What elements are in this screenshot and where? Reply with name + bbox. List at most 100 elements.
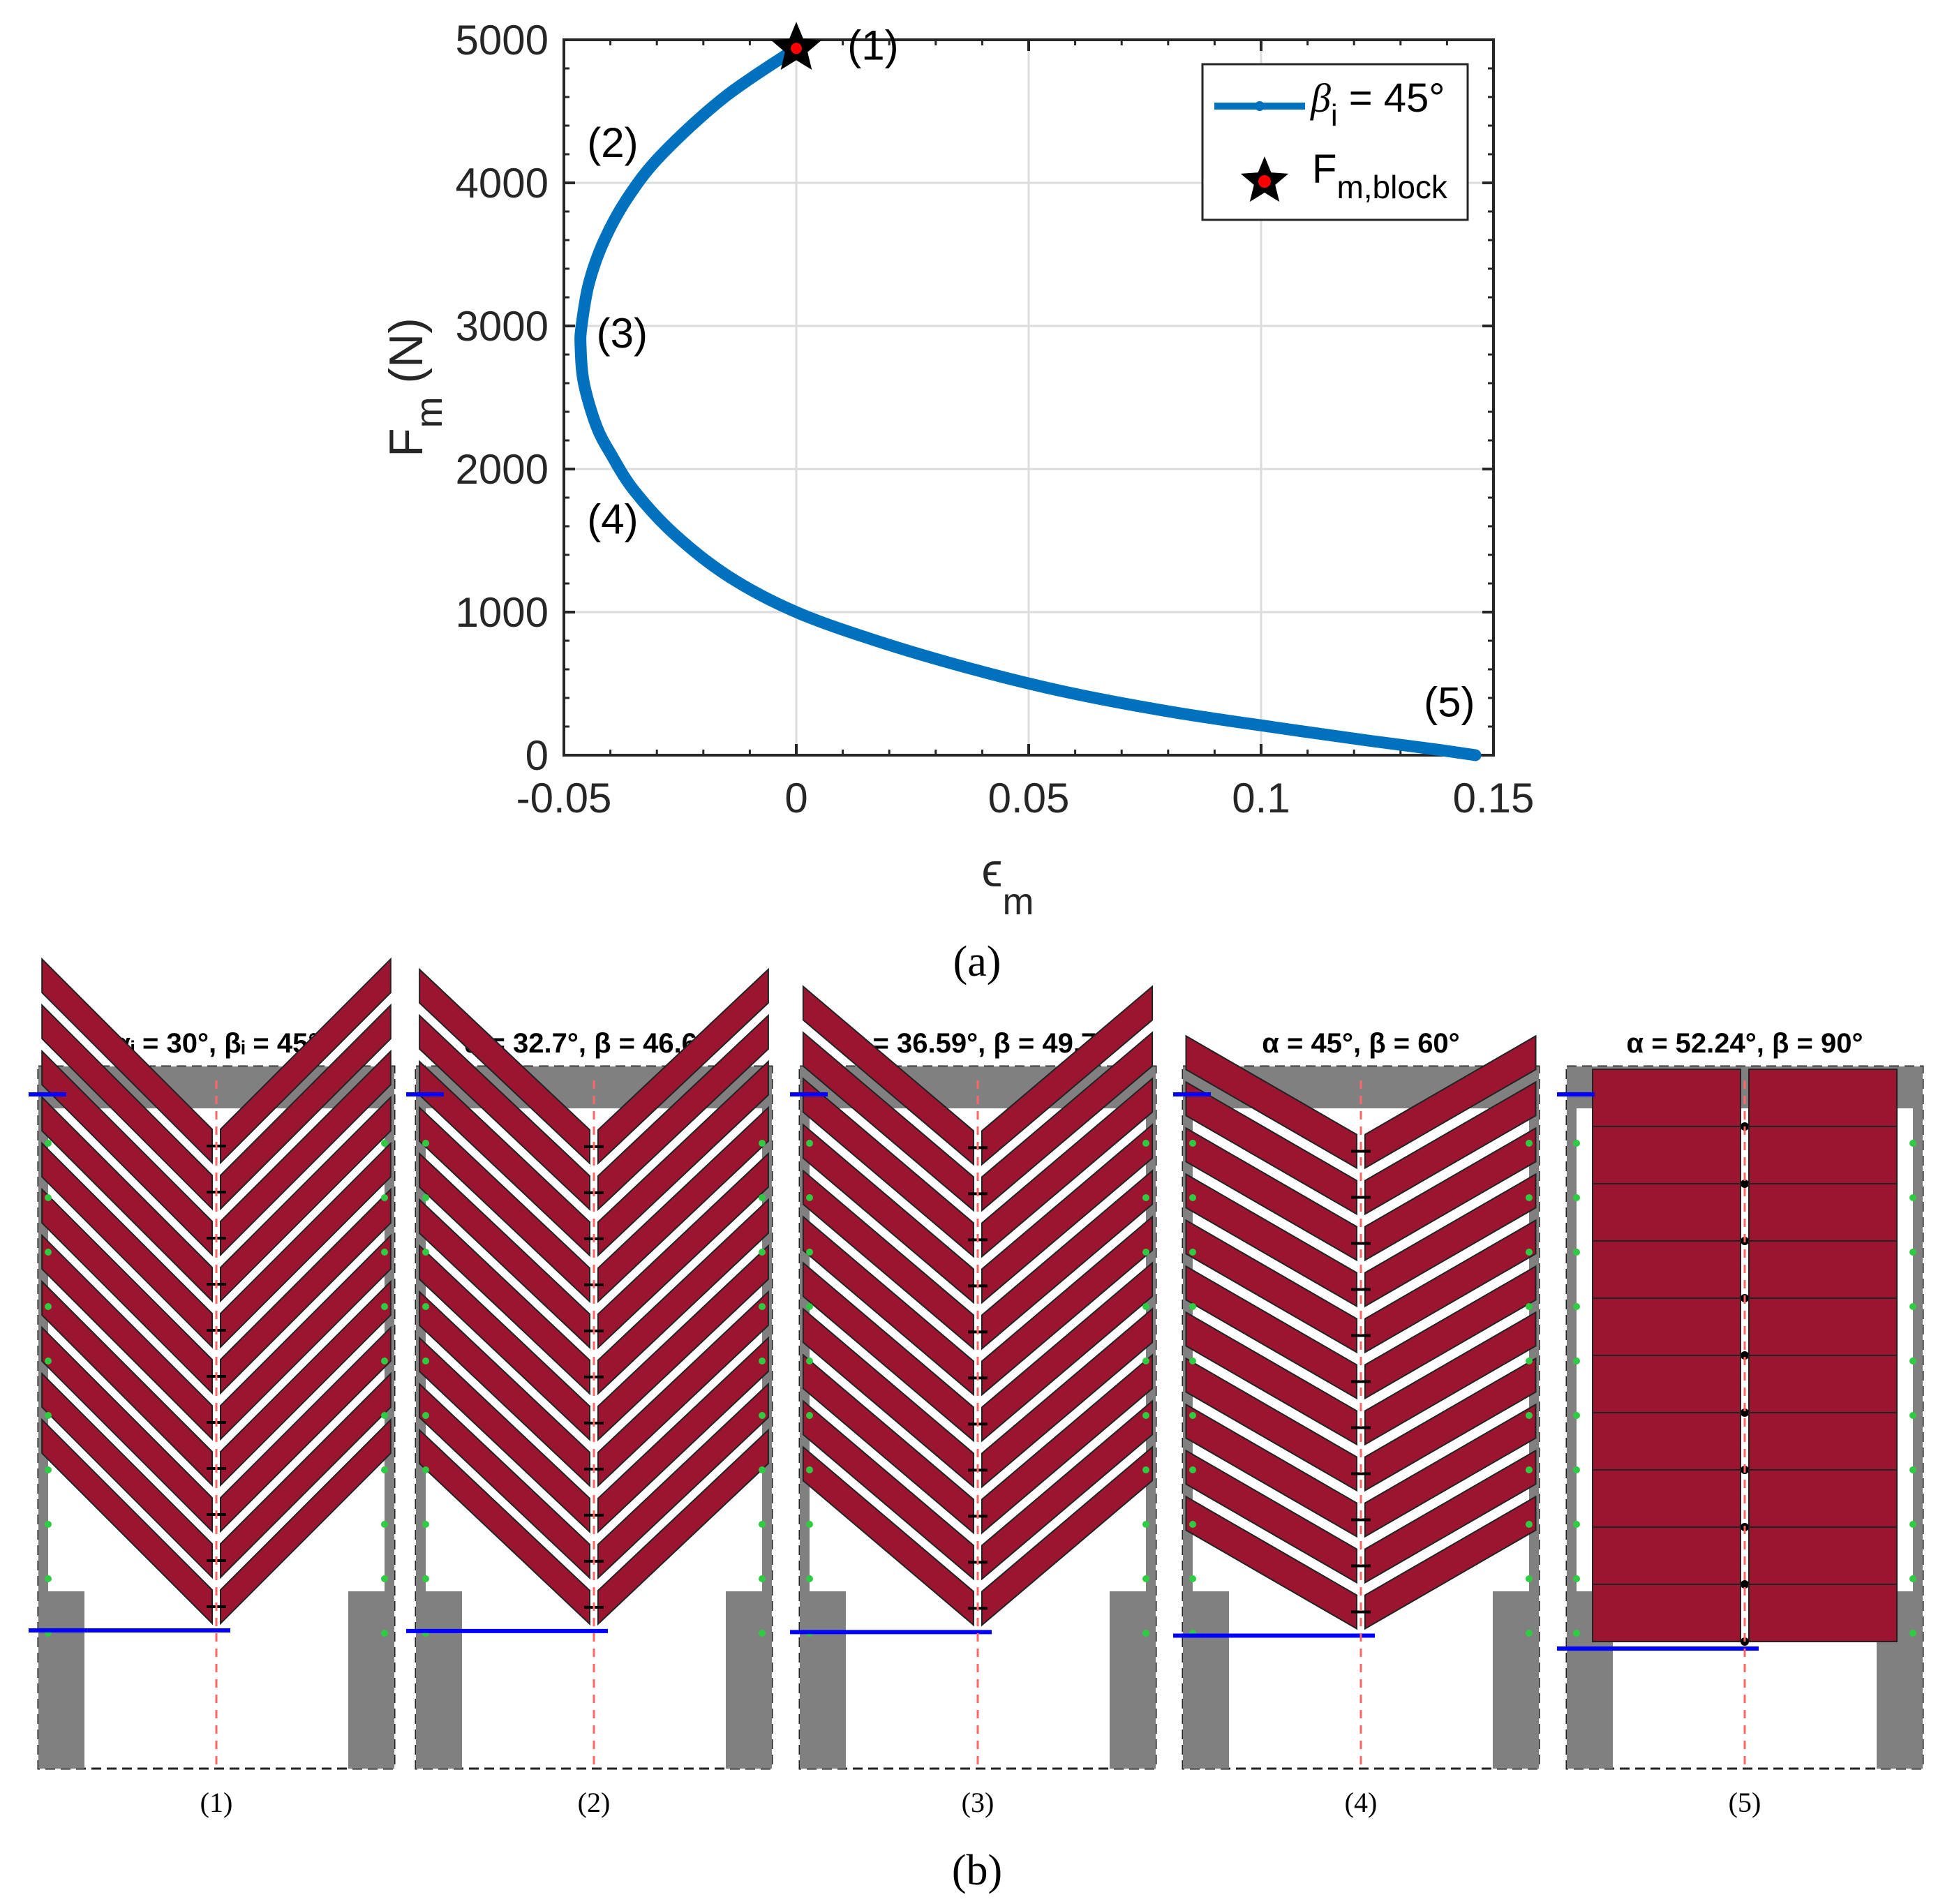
side-dot	[422, 1194, 429, 1201]
side-dot	[381, 1630, 388, 1637]
side-dot	[806, 1521, 813, 1528]
side-dot	[45, 1140, 52, 1147]
side-dot	[1189, 1249, 1196, 1256]
plate-right	[597, 1106, 769, 1304]
plate-left	[802, 985, 974, 1166]
side-dot	[806, 1140, 813, 1147]
side-dot	[422, 1249, 429, 1256]
side-dot	[422, 1575, 429, 1582]
mechanism-panel-4: α = 45°, β = 60° (4)	[1173, 1028, 1540, 1818]
side-dot	[1142, 1521, 1149, 1528]
side-dot	[806, 1358, 813, 1364]
side-dot	[1142, 1303, 1149, 1310]
side-dot	[1189, 1521, 1196, 1528]
mechanism-panel-1: αᵢ = 30°, βᵢ = 45° (1)	[29, 957, 396, 1818]
side-dot	[806, 1412, 813, 1419]
plate-left	[419, 967, 590, 1166]
side-dot	[759, 1630, 766, 1637]
plate-left	[1592, 1355, 1741, 1413]
side-dot	[806, 1575, 813, 1582]
hinge-dot	[1741, 1351, 1749, 1360]
plate-left	[1185, 1357, 1357, 1492]
plate-right	[1748, 1469, 1898, 1528]
panel-label: (2)	[578, 1787, 611, 1818]
block-force-marker-center	[791, 43, 802, 54]
right-foot	[348, 1591, 385, 1769]
plate-right	[1748, 1412, 1898, 1471]
side-dot	[759, 1466, 766, 1473]
plate-right	[1364, 1357, 1537, 1492]
plate-left	[41, 1325, 213, 1533]
legend-series-sub: i	[1331, 98, 1338, 133]
legend: βi = 45° Fm,block	[1201, 63, 1469, 221]
plate-right	[981, 1169, 1154, 1351]
side-dot	[1909, 1249, 1916, 1256]
side-dot	[1189, 1412, 1196, 1419]
legend-box	[1201, 63, 1469, 221]
panels-group: αᵢ = 30°, βᵢ = 45° (1) α = 32.7°, β = 46.6…	[29, 957, 1924, 1818]
caption-b: (b)	[952, 1847, 1002, 1894]
y-tick-label: 5000	[456, 17, 549, 64]
plate-right	[981, 1399, 1154, 1581]
side-dot	[1526, 1140, 1533, 1147]
side-dot	[381, 1575, 388, 1582]
plate-right	[220, 1003, 392, 1211]
legend-series-suffix: = 45°	[1338, 75, 1445, 121]
plate-left	[1185, 1034, 1357, 1170]
plate-right	[1364, 1126, 1537, 1262]
plate-left	[41, 957, 213, 1165]
side-dot	[45, 1194, 52, 1201]
plate-left	[802, 1215, 974, 1397]
plate-left	[41, 1233, 213, 1441]
plate-right	[981, 1123, 1154, 1304]
side-dot	[1573, 1358, 1580, 1364]
side-dot	[806, 1194, 813, 1201]
plate-right	[981, 985, 1154, 1166]
side-dot	[759, 1249, 766, 1256]
side-dot	[1526, 1521, 1533, 1528]
plate-left	[802, 1031, 974, 1212]
plate-right	[597, 1382, 769, 1580]
hinge-dot	[1741, 1580, 1749, 1589]
side-dot	[1526, 1194, 1533, 1201]
y-tick-label: 1000	[456, 589, 549, 636]
side-dot	[381, 1412, 388, 1419]
mechanism-panel-2: α = 32.7°, β = 46.69°(2)	[406, 967, 773, 1818]
plate-right	[220, 1233, 392, 1441]
side-dot	[1909, 1575, 1916, 1582]
plate-right	[1364, 1495, 1537, 1630]
plate-left	[1185, 1219, 1357, 1354]
plate-left	[1592, 1183, 1741, 1242]
side-dot	[381, 1249, 388, 1256]
side-dot	[1909, 1412, 1916, 1419]
plate-right	[597, 967, 769, 1166]
panel-label: (4)	[1345, 1787, 1378, 1818]
side-dot	[45, 1466, 52, 1473]
y-tick-label: 4000	[456, 160, 549, 207]
side-dot	[1526, 1303, 1533, 1310]
plate-left	[41, 1049, 213, 1257]
side-dot	[45, 1303, 52, 1310]
plate-left	[419, 1336, 590, 1534]
side-dot	[1909, 1303, 1916, 1310]
plate-right	[597, 1059, 769, 1258]
plate-left	[802, 1123, 974, 1304]
y-axis-label-main: F	[380, 428, 433, 457]
side-dot	[1526, 1466, 1533, 1473]
side-dot	[1142, 1575, 1149, 1582]
side-dot	[45, 1575, 52, 1582]
plate-left	[419, 1382, 590, 1580]
plate-right	[597, 1152, 769, 1350]
plate-left	[1592, 1526, 1741, 1585]
plate-left	[1185, 1311, 1357, 1446]
x-tick-label: 0.15	[1453, 775, 1535, 821]
plate-left	[1592, 1412, 1741, 1471]
side-dot	[45, 1521, 52, 1528]
side-dot	[1573, 1521, 1580, 1528]
point-annotation: (1)	[847, 22, 898, 69]
side-dot	[1142, 1466, 1149, 1473]
side-dot	[1573, 1249, 1580, 1256]
side-dot	[1909, 1140, 1916, 1147]
legend-marker-sub: m,block	[1336, 169, 1447, 205]
plate-left	[802, 1353, 974, 1535]
